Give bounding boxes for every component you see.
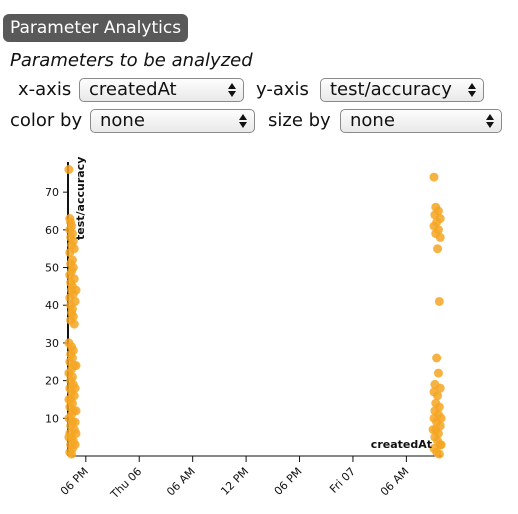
x-tick-label: 06 PM — [58, 465, 91, 498]
data-point — [71, 361, 81, 371]
data-point — [434, 449, 444, 459]
data-point — [433, 368, 443, 378]
select-arrows-icon — [228, 82, 237, 98]
data-point — [433, 391, 443, 401]
y-tick-label: 30 — [45, 337, 59, 350]
data-point — [70, 440, 80, 450]
size-by-select[interactable]: none — [340, 109, 502, 133]
data-point — [432, 353, 442, 363]
x-axis-label: x-axis — [18, 79, 72, 100]
x-tick-label: 12 PM — [218, 465, 251, 498]
data-point — [71, 285, 81, 295]
y-axis-select[interactable]: test/accuracy — [320, 78, 484, 102]
y-tick-label: 10 — [45, 412, 59, 425]
data-point — [429, 172, 439, 182]
data-point — [434, 296, 444, 306]
data-point — [436, 413, 446, 423]
page-title: Parameter Analytics — [3, 14, 189, 42]
x-axis-title: createdAt — [371, 438, 432, 451]
y-axis-select-value: test/accuracy — [330, 79, 452, 100]
size-by-select-value: none — [350, 110, 395, 131]
x-axis-select[interactable]: createdAt — [79, 78, 244, 102]
data-point — [64, 338, 74, 348]
x-tick-label: 06 AM — [378, 465, 412, 499]
data-point — [69, 319, 79, 329]
y-axis-title: test/accuracy — [74, 157, 87, 240]
data-point — [71, 406, 81, 416]
data-point — [65, 247, 75, 257]
data-point — [70, 383, 80, 393]
select-arrows-icon — [468, 82, 477, 98]
data-point — [67, 449, 77, 459]
data-point — [435, 232, 445, 242]
x-tick-label: 06 AM — [164, 465, 198, 499]
data-point — [64, 394, 74, 404]
color-by-label: color by — [10, 110, 83, 131]
x-tick-label: Thu 06 — [107, 465, 144, 502]
data-point — [70, 417, 80, 427]
y-tick-label: 20 — [45, 375, 59, 388]
data-point — [428, 425, 438, 435]
y-tick-label: 50 — [45, 262, 59, 275]
data-point — [64, 432, 74, 442]
size-by-label: size by — [268, 110, 331, 131]
x-tick-label: 06 PM — [272, 465, 305, 498]
data-point — [436, 440, 446, 450]
color-by-select[interactable]: none — [90, 109, 255, 133]
y-tick-label: 70 — [45, 186, 59, 199]
y-tick-label: 40 — [45, 299, 59, 312]
select-arrows-icon — [486, 113, 495, 129]
section-subtitle: Parameters to be analyzed — [10, 50, 253, 71]
x-tick-label: Fri 07 — [327, 465, 358, 496]
x-axis-select-value: createdAt — [89, 79, 177, 100]
y-tick-label: 60 — [45, 224, 59, 237]
color-by-select-value: none — [100, 110, 145, 131]
y-axis-label: y-axis — [256, 79, 309, 100]
data-point — [71, 428, 81, 438]
data-point — [64, 165, 74, 175]
data-point — [433, 244, 443, 254]
select-arrows-icon — [239, 113, 248, 129]
scatter-chart[interactable]: 10 20 30 40 50 60 70 06 PM Thu 06 06 AM 12 PM 06 PM… — [0, 150, 518, 514]
